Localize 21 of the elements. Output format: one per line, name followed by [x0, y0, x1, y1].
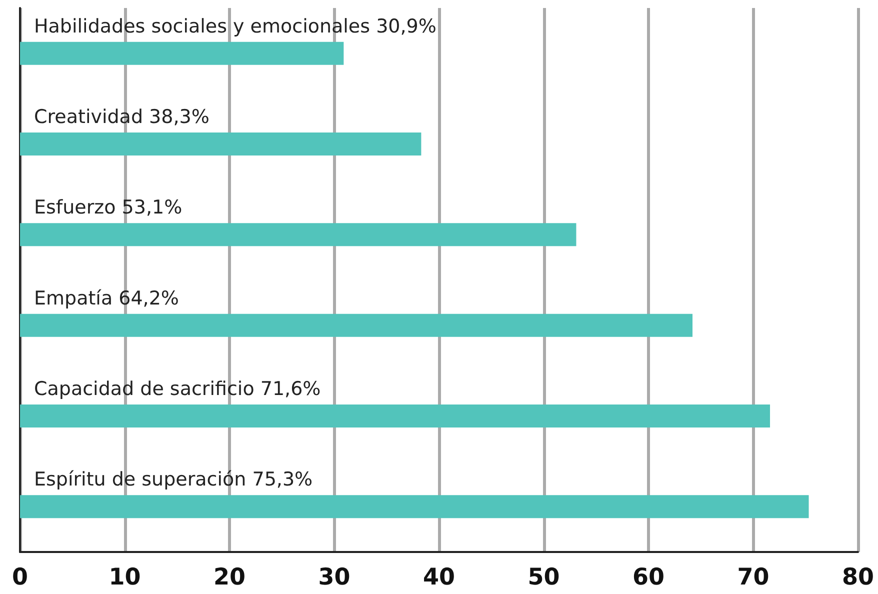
- bar: [20, 132, 422, 156]
- bar: [20, 42, 344, 65]
- bar: [20, 404, 770, 428]
- x-tick-label: 80: [842, 564, 874, 590]
- category-label: Habilidades sociales y emocionales 30,9%: [34, 15, 436, 38]
- x-tick-label: 50: [528, 564, 560, 590]
- x-tick-label: 70: [737, 564, 770, 590]
- x-tick-label: 30: [318, 564, 350, 590]
- bar: [20, 314, 692, 337]
- category-label: Espíritu de superación 75,3%: [34, 468, 313, 491]
- bar: [20, 495, 809, 518]
- x-tick-label: 60: [632, 564, 665, 590]
- category-label: Empatía 64,2%: [34, 287, 179, 310]
- bar: [20, 223, 576, 246]
- x-tick-label: 0: [12, 564, 28, 590]
- category-label: Capacidad de sacrificio 71,6%: [34, 378, 321, 400]
- x-tick-label: 40: [422, 564, 456, 590]
- x-tick-label: 20: [213, 564, 246, 590]
- x-tick-label: 10: [108, 564, 141, 590]
- category-label: Creatividad 38,3%: [34, 106, 210, 128]
- category-label: Esfuerzo 53,1%: [34, 196, 182, 219]
